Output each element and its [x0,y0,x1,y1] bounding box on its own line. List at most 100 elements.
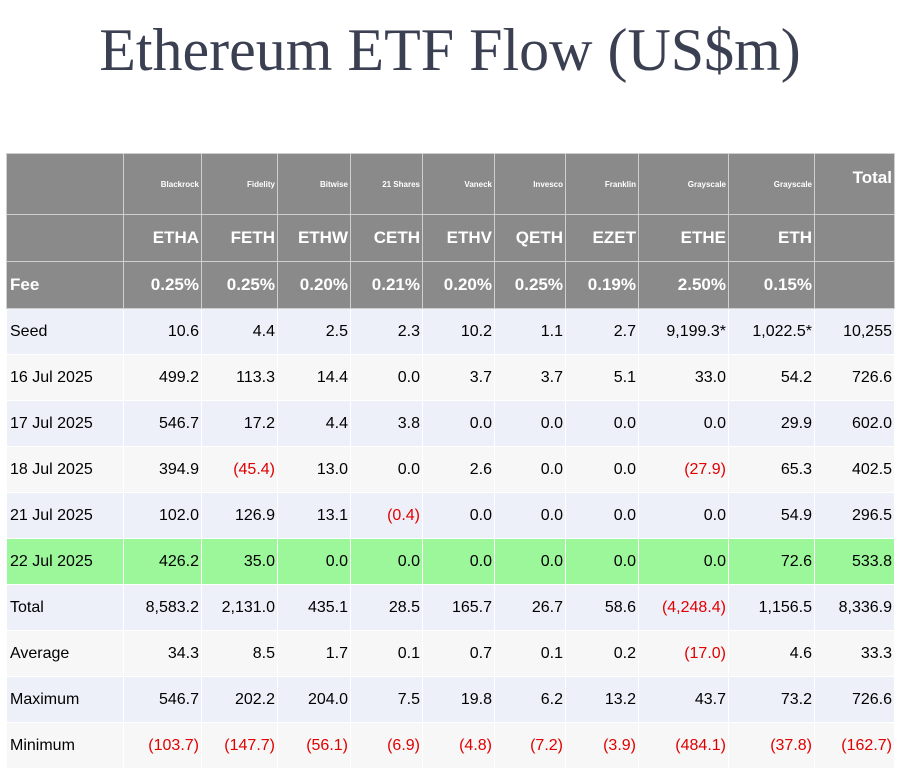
flow-cell: 435.1 [277,584,351,631]
flow-cell: 5.1 [565,354,639,401]
flow-cell: (0.4) [350,492,423,539]
row-total-cell: 602.0 [814,400,895,447]
flow-cell: 6.2 [494,676,566,723]
flow-cell: 1,156.5 [728,584,815,631]
table-row: Average 34.3 8.5 1.7 0.1 0.7 0.1 0.2 (17.0) 4.6 33… [6,630,895,677]
flow-cell: 0.0 [638,538,729,585]
flow-cell: 0.0 [422,492,495,539]
flow-cell: 546.7 [123,400,202,447]
issuer-name: Blackrock [123,153,202,215]
table-row: Seed 10.6 4.4 2.5 2.3 10.2 1.1 2.7 9,199.3* 1,022… [6,308,895,355]
table-row: Total 8,583.2 2,131.0 435.1 28.5 165.7 26.7 58.… [6,584,895,631]
flow-cell: 0.0 [494,400,566,447]
flow-cell: 4.4 [201,308,278,355]
flow-cell: 2,131.0 [201,584,278,631]
flow-cell: 54.9 [728,492,815,539]
flow-cell: (4,248.4) [638,584,729,631]
fee-value: 0.20% [422,261,495,309]
table-row: 17 Jul 2025 546.7 17.2 4.4 3.8 0.0 0.0 0.0 0.0 29… [6,400,895,447]
flow-cell: 0.0 [277,538,351,585]
flow-cell: 0.1 [350,630,423,677]
row-label: 16 Jul 2025 [6,354,124,401]
flow-cell: 0.0 [565,400,639,447]
fee-value: 0.15% [728,261,815,309]
page-title: Ethereum ETF Flow (US$m) [99,17,801,83]
fee-value: 0.20% [277,261,351,309]
flow-cell: 1.7 [277,630,351,677]
flow-cell: (37.8) [728,722,815,769]
issuer-name: Vaneck [422,153,495,215]
flow-cell: 13.2 [565,676,639,723]
row-total-cell: 33.3 [814,630,895,677]
row-total-cell: 533.8 [814,538,895,585]
flow-cell: 0.0 [350,538,423,585]
ticker-symbol: ETHV [422,214,495,262]
flow-cell: 28.5 [350,584,423,631]
ticker-symbol: QETH [494,214,566,262]
ticker-symbol: CETH [350,214,423,262]
flow-cell: (6.9) [350,722,423,769]
etf-flow-table: Blackrock Fidelity Bitwise 21 Shares Vaneck I… [6,153,895,769]
table-row: Maximum 546.7 202.2 204.0 7.5 19.8 6.2 13.2 43.7… [6,676,895,723]
flow-cell: 43.7 [638,676,729,723]
ticker-symbol: FETH [201,214,278,262]
flow-cell: 0.7 [422,630,495,677]
flow-cell: 546.7 [123,676,202,723]
row-total-cell: 726.6 [814,354,895,401]
flow-cell: 0.0 [422,400,495,447]
flow-cell: 3.7 [494,354,566,401]
flow-cell: 1,022.5* [728,308,815,355]
flow-cell: 1.1 [494,308,566,355]
flow-cell: 4.6 [728,630,815,677]
issuer-name: 21 Shares [350,153,423,215]
flow-cell: 65.3 [728,446,815,493]
flow-cell: 0.0 [494,538,566,585]
flow-cell: 13.0 [277,446,351,493]
table-row: 22 Jul 2025 426.2 35.0 0.0 0.0 0.0 0.0 0.0 0.0 72… [6,538,895,585]
issuer-name: Invesco [494,153,566,215]
flow-cell: 2.5 [277,308,351,355]
fee-value: 2.50% [638,261,729,309]
flow-cell: 10.2 [422,308,495,355]
flow-cell: 499.2 [123,354,202,401]
issuer-name: Grayscale [638,153,729,215]
corner-cell [6,153,124,215]
flow-cell: 8.5 [201,630,278,677]
flow-cell: 9,199.3* [638,308,729,355]
ticker-header-row: ETHA FETH ETHW CETH ETHV QETH EZET ETHE ETH [6,214,895,262]
flow-cell: (45.4) [201,446,278,493]
fee-label: Fee [6,261,124,309]
flow-cell: 2.7 [565,308,639,355]
flow-cell: 54.2 [728,354,815,401]
flow-cell: (3.9) [565,722,639,769]
row-label: 21 Jul 2025 [6,492,124,539]
flow-cell: (17.0) [638,630,729,677]
flow-cell: 165.7 [422,584,495,631]
flow-cell: 13.1 [277,492,351,539]
flow-cell: 0.0 [350,354,423,401]
flow-cell: 426.2 [123,538,202,585]
flow-cell: 3.7 [422,354,495,401]
issuer-name: Bitwise [277,153,351,215]
flow-cell: 14.4 [277,354,351,401]
issuer-name: Grayscale [728,153,815,215]
fee-value: 0.25% [123,261,202,309]
flow-cell: 2.6 [422,446,495,493]
row-total-cell: 402.5 [814,446,895,493]
row-total-cell: 726.6 [814,676,895,723]
flow-cell: 0.0 [422,538,495,585]
flow-cell: (27.9) [638,446,729,493]
row-label: 22 Jul 2025 [6,538,124,585]
flow-cell: 0.0 [565,446,639,493]
flow-cell: 113.3 [201,354,278,401]
ticker-symbol: EZET [565,214,639,262]
row-total-cell: (162.7) [814,722,895,769]
flow-cell: 29.9 [728,400,815,447]
row-label: Minimum [6,722,124,769]
flow-cell: 0.0 [565,538,639,585]
fee-value: 0.25% [494,261,566,309]
fee-row: Fee 0.25% 0.25% 0.20% 0.21% 0.20% 0.25% 0.19% 2.… [6,261,895,309]
ticker-symbol: ETHA [123,214,202,262]
flow-cell: 102.0 [123,492,202,539]
flow-cell: 0.0 [638,400,729,447]
